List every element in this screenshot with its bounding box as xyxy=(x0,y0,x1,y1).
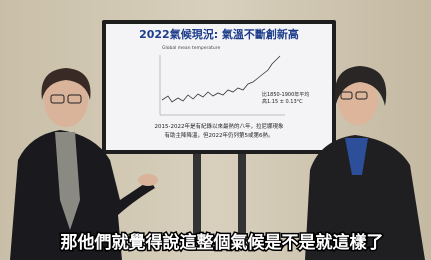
screen xyxy=(106,24,332,150)
subtitle: 那他們就覺得說這整個氣候是不是就這樣了 xyxy=(61,232,384,253)
scene: 2022氣候現況: 氣溫不斷創新高 Global mean temperatur… xyxy=(0,0,431,260)
stand xyxy=(193,150,201,245)
caption: 2015-2022年是有紀錄以來最熱的八年，拉尼娜現象 xyxy=(155,122,284,130)
caption: 有助主降降溫，但2022年仍列第5或第6熱。 xyxy=(165,131,274,139)
annotation: 比1850-1900年平均 xyxy=(262,91,309,98)
screen-title: 2022氣候現況: 氣溫不斷創新高 xyxy=(139,27,299,41)
chart-label: Global mean temperature xyxy=(162,45,220,51)
stand xyxy=(238,150,246,245)
annotation: 高1.15 ± 0.13°C xyxy=(262,98,303,105)
